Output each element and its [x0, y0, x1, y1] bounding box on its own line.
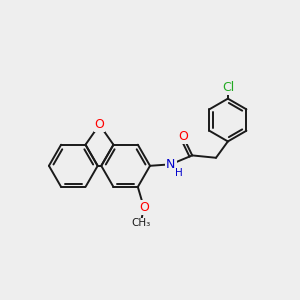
Text: O: O: [178, 130, 188, 143]
Text: N: N: [166, 158, 176, 171]
Text: Cl: Cl: [222, 81, 234, 94]
Text: O: O: [94, 118, 104, 131]
Text: CH₃: CH₃: [131, 218, 150, 229]
Text: H: H: [175, 168, 183, 178]
Text: O: O: [139, 201, 149, 214]
